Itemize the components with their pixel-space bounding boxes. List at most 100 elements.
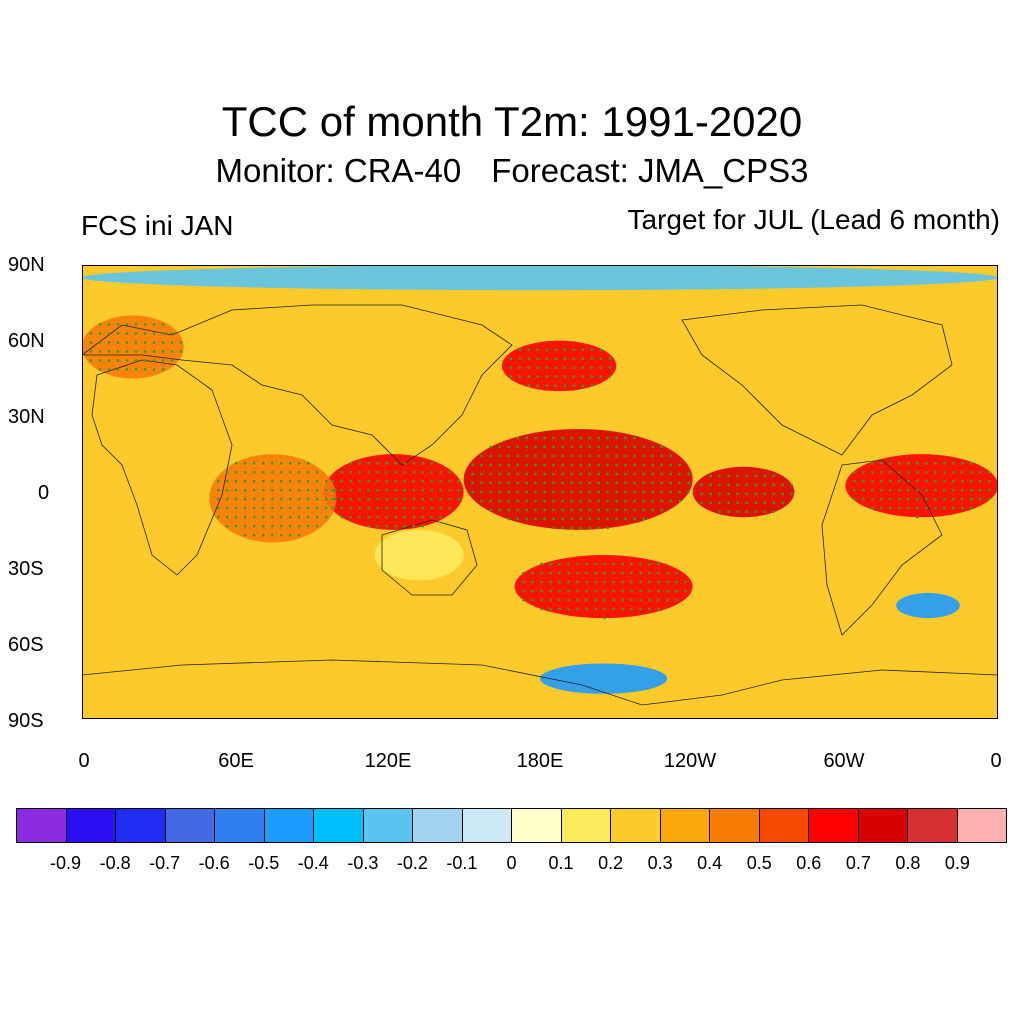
- stipple-dot: [554, 375, 558, 378]
- stipple-dot: [961, 461, 964, 465]
- stipple-dot: [306, 524, 310, 528]
- stipple-dot: [597, 508, 600, 512]
- stipple-dot: [261, 524, 265, 528]
- stipple-dot: [718, 501, 721, 505]
- stipple-dot: [621, 580, 624, 584]
- stipple-dot: [657, 580, 660, 584]
- stipple-dot: [639, 571, 642, 575]
- colorbar: [16, 808, 1007, 843]
- stipple-dot: [898, 479, 901, 483]
- stipple-dot: [331, 479, 335, 483]
- stipple-dot: [536, 366, 540, 369]
- stipple-dot: [567, 589, 570, 593]
- stipple-dot: [525, 436, 528, 440]
- initial-month-label: FCS ini JAN: [81, 210, 234, 241]
- stipple-dot: [552, 517, 555, 521]
- stipple-dot: [549, 589, 552, 593]
- stipple-dot: [630, 580, 633, 584]
- stipple-dot: [599, 366, 603, 369]
- stipple-dot: [394, 524, 398, 528]
- stipple-dot: [880, 479, 883, 483]
- stipple-dot: [507, 472, 510, 476]
- stipple-dot: [421, 524, 425, 528]
- stipple-dot: [516, 472, 519, 476]
- stipple-dot: [790, 483, 793, 487]
- stipple-dot: [651, 499, 654, 503]
- stipple-dot: [633, 454, 636, 458]
- stipple-dot: [430, 515, 434, 519]
- stipple-dot: [279, 488, 283, 492]
- stipple-dot: [439, 479, 443, 483]
- stipple-dot: [594, 589, 597, 593]
- map-region: [82, 315, 184, 379]
- stipple-dot: [700, 483, 703, 487]
- stipple-dot: [152, 323, 156, 326]
- stipple-dot: [116, 350, 120, 353]
- stipple-dot: [590, 348, 594, 351]
- stipple-dot: [279, 506, 283, 510]
- stipple-dot: [394, 497, 398, 501]
- stipple-dot: [570, 508, 573, 512]
- stipple-dot: [630, 589, 633, 593]
- stipple-dot: [561, 445, 564, 449]
- stipple-dot: [421, 461, 425, 465]
- stipple-dot: [608, 375, 612, 378]
- stipple-dot: [412, 479, 416, 483]
- stipple-dot: [597, 436, 600, 440]
- stipple-dot: [261, 497, 265, 501]
- stipple-dot: [916, 470, 919, 474]
- stipple-dot: [252, 524, 256, 528]
- lon-label-0-east: 0: [990, 750, 1002, 772]
- stipple-dot: [612, 607, 615, 611]
- stipple-dot: [648, 598, 651, 602]
- stipple-dot: [585, 580, 588, 584]
- stipple-dot: [243, 470, 247, 474]
- stipple-dot: [554, 384, 558, 387]
- colorbar-tick-label: -0.4: [297, 853, 329, 873]
- stipple-dot: [898, 488, 901, 492]
- stipple-dot: [543, 517, 546, 521]
- stipple-dot: [385, 497, 389, 501]
- stipple-dot: [498, 499, 501, 503]
- stipple-dot: [988, 479, 991, 483]
- stipple-dot: [943, 461, 946, 465]
- stipple-dot: [439, 515, 443, 519]
- stipple-dot: [657, 598, 660, 602]
- stipple-dot: [585, 589, 588, 593]
- stipple-dot: [315, 470, 319, 474]
- stipple-dot: [772, 492, 775, 496]
- stipple-dot: [666, 598, 669, 602]
- stipple-dot: [871, 479, 874, 483]
- stipple-dot: [642, 508, 645, 512]
- stipple-dot: [489, 490, 492, 494]
- stipple-dot: [89, 332, 93, 335]
- stipple-dot: [288, 488, 292, 492]
- stipple-dot: [412, 515, 416, 519]
- stipple-dot: [687, 490, 690, 494]
- stipple-dot: [315, 479, 319, 483]
- colorbar-swatch: [858, 809, 908, 842]
- stipple-dot: [727, 492, 730, 496]
- stipple-dot: [234, 506, 238, 510]
- stipple-dot: [970, 470, 973, 474]
- stipple-dot: [880, 497, 883, 501]
- stipple-dot: [270, 524, 274, 528]
- stipple-dot: [772, 510, 775, 514]
- stipple-dot: [480, 463, 483, 467]
- stipple-dot: [612, 598, 615, 602]
- stipple-dot: [448, 488, 452, 492]
- stipple-dot: [581, 366, 585, 369]
- stipple-dot: [340, 506, 344, 510]
- stipple-dot: [216, 515, 220, 519]
- stipple-dot: [660, 499, 663, 503]
- stipple-dot: [498, 454, 501, 458]
- stipple-dot: [916, 488, 919, 492]
- stipple-dot: [516, 445, 519, 449]
- stipple-dot: [234, 497, 238, 501]
- stipple-dot: [572, 384, 576, 387]
- stipple-dot: [736, 492, 739, 496]
- stipple-dot: [594, 607, 597, 611]
- stipple-dot: [412, 461, 416, 465]
- stipple-dot: [961, 497, 964, 501]
- stipple-dot: [642, 445, 645, 449]
